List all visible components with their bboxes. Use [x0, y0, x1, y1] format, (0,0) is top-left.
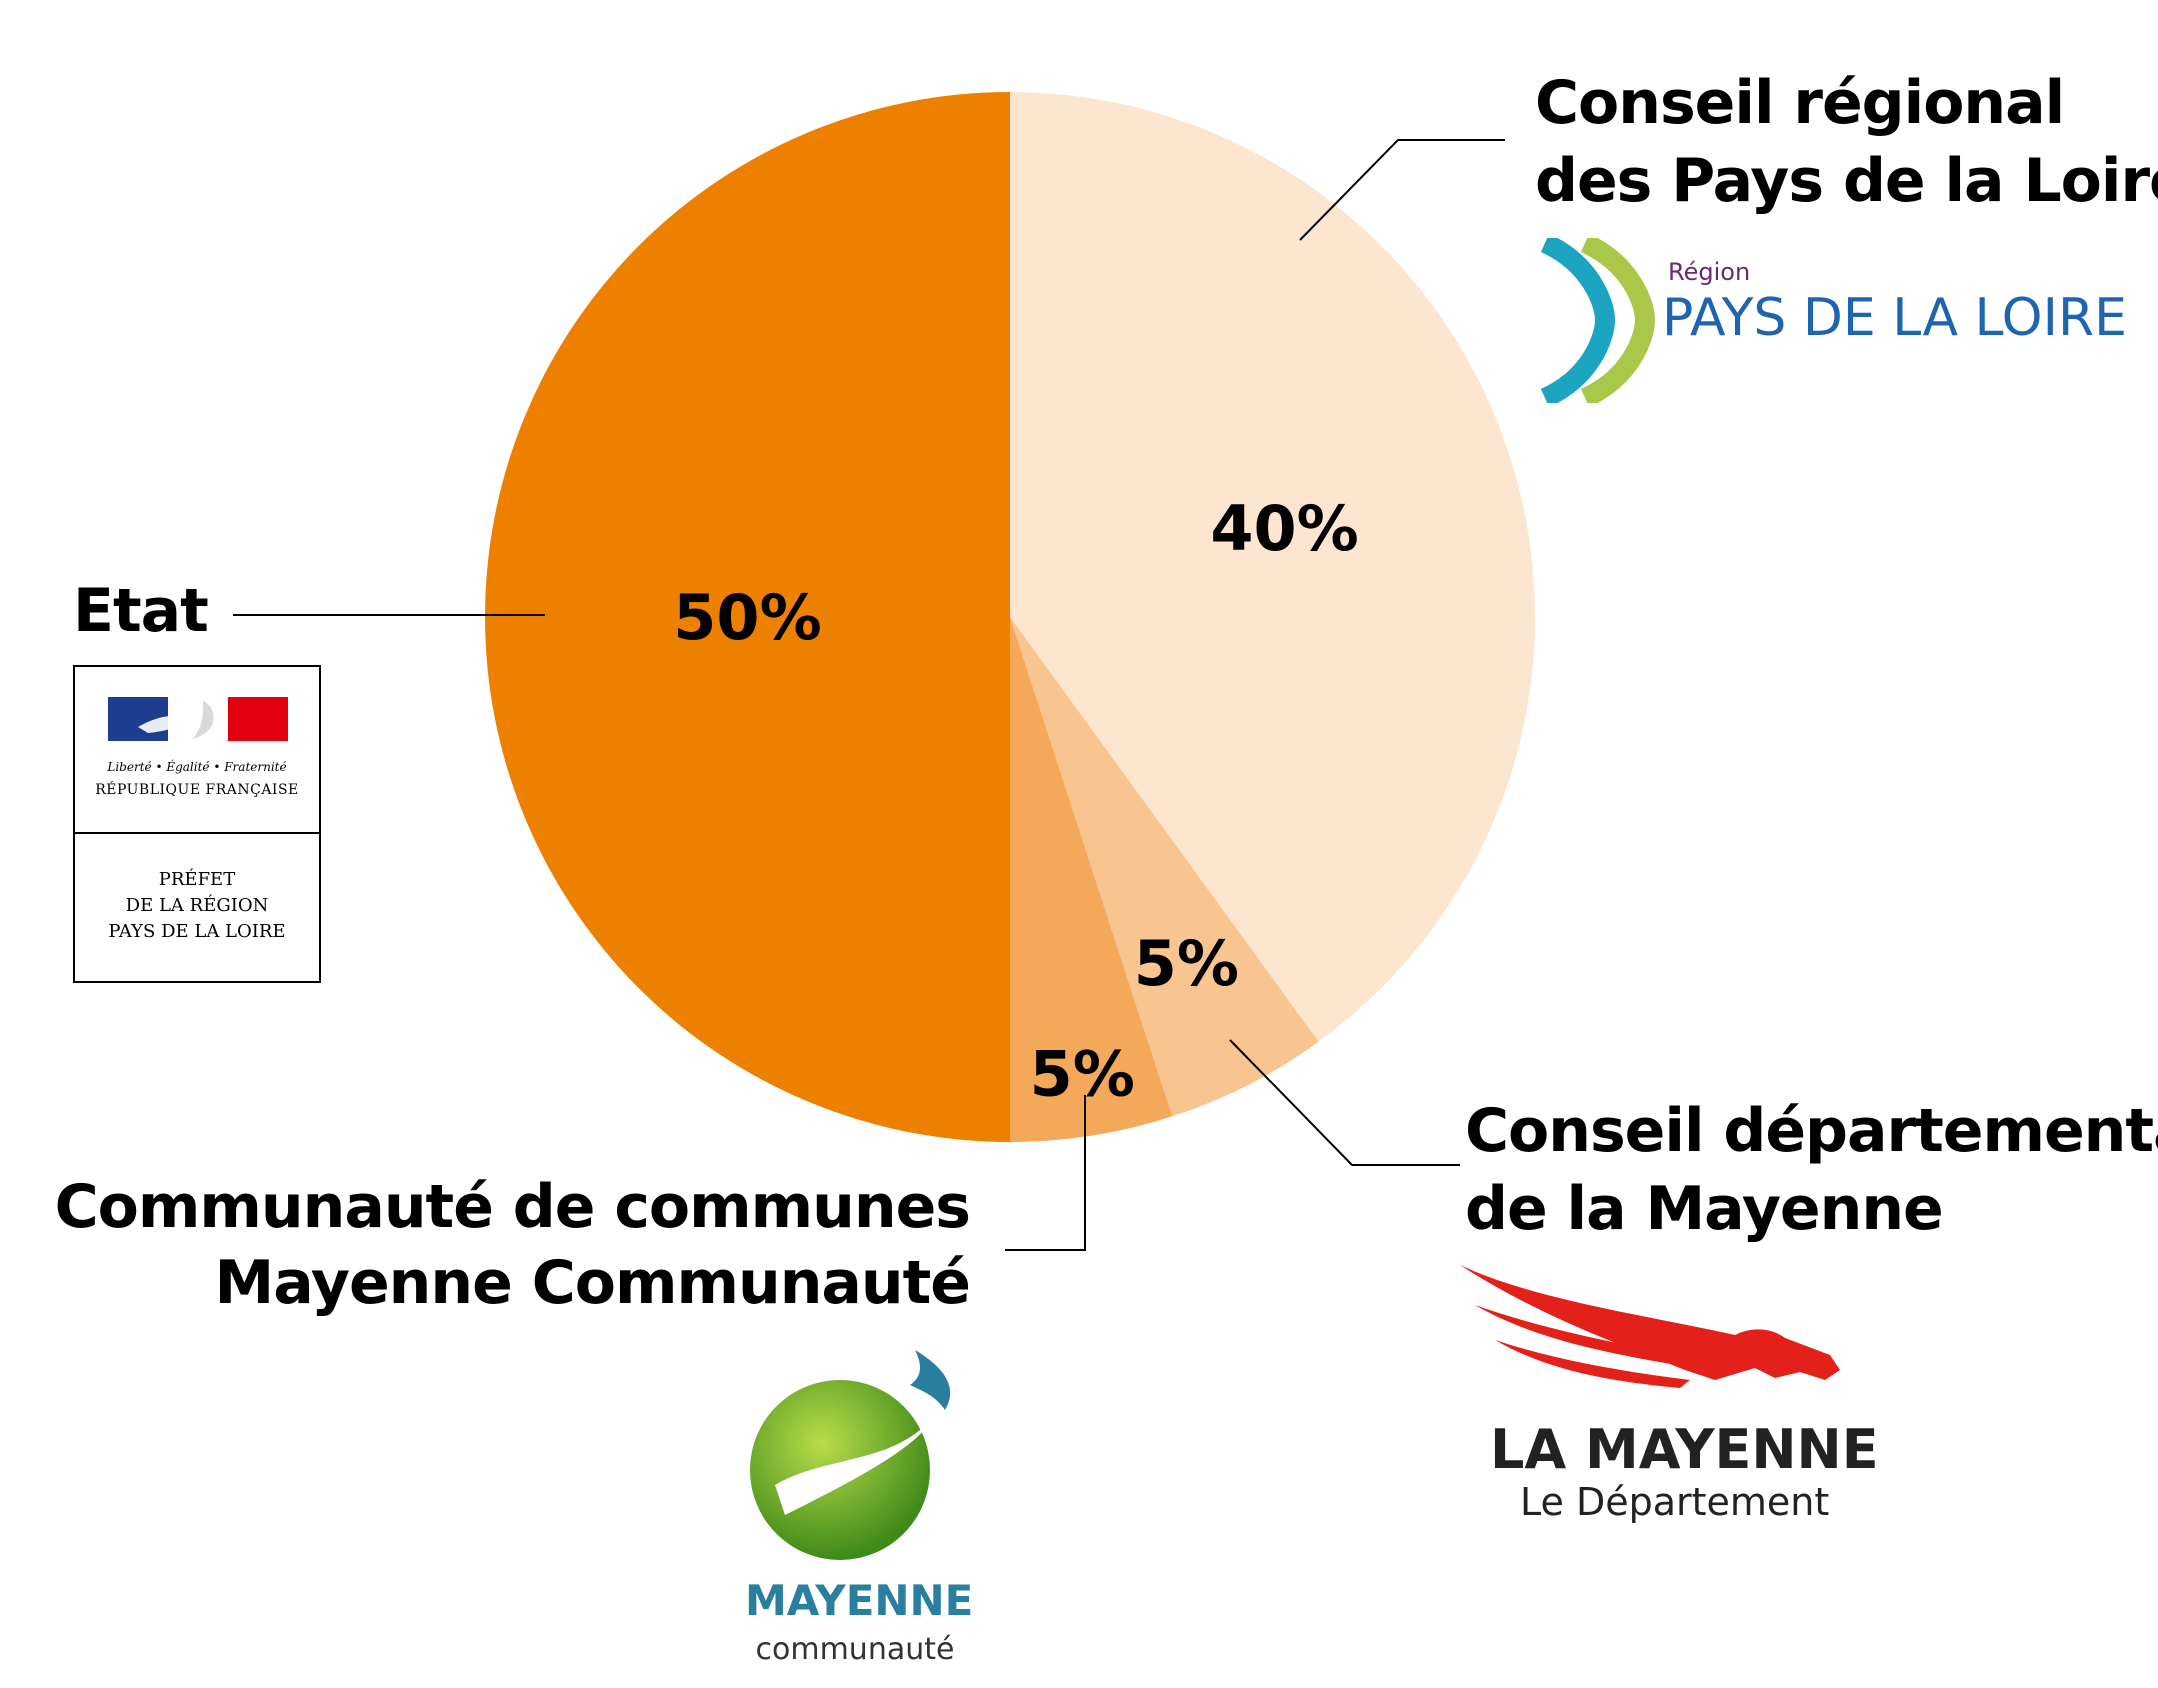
divider — [75, 832, 319, 834]
republique-name: RÉPUBLIQUE FRANÇAISE — [95, 782, 299, 798]
leader-line-departement — [1229, 1039, 1460, 1166]
label-etat: Etat — [73, 576, 209, 646]
pie-slice-4 — [485, 92, 1010, 1142]
prefecture-logo: Liberté • Égalité • Fraternité RÉPUBLIQU… — [73, 665, 321, 983]
pie-slice-label-3: 5% — [1030, 1037, 1135, 1110]
leader-line-region — [1299, 139, 1505, 241]
pie-slices — [485, 92, 1535, 1142]
region-logo-name: PAYS DE LA LOIRE — [1662, 288, 2127, 348]
tricolor-flag-icon — [108, 697, 288, 741]
departement-logo-sub: Le Département — [1520, 1480, 1830, 1524]
label-communaute-line2: Mayenne Communauté — [214, 1248, 971, 1318]
leader-line-communaute — [1005, 1095, 1086, 1251]
prefet-line-1: PRÉFET — [158, 869, 236, 890]
pie-slice-label-4: 50% — [673, 581, 821, 654]
prefet-text: PRÉFET DE LA RÉGION PAYS DE LA LOIRE — [75, 867, 319, 945]
prefet-line-3: PAYS DE LA LOIRE — [108, 921, 286, 942]
region-logo-small: Région — [1668, 258, 1751, 286]
pie-slice-3 — [1010, 617, 1173, 1142]
label-communaute-line1: Communauté de communes — [54, 1172, 971, 1242]
pie-slice-label-2: 5% — [1134, 927, 1239, 1000]
departement-logo-name: LA MAYENNE — [1490, 1418, 1879, 1481]
pie-slice-1 — [1010, 92, 1535, 1042]
label-region-line2: des Pays de la Loire — [1535, 146, 2158, 216]
label-departement-line2: de la Mayenne — [1465, 1174, 1944, 1244]
departement-horse-icon — [1460, 1265, 1840, 1388]
communaute-sphere-icon — [750, 1350, 951, 1560]
prefet-line-2: DE LA RÉGION — [125, 895, 269, 916]
communaute-logo-name: MAYENNE — [745, 1576, 974, 1625]
label-departement-line1: Conseil départemental — [1465, 1096, 2158, 1166]
pie-slice-labels: 40% 5% 5% 50% — [673, 492, 1359, 1111]
pie-slice-2 — [1010, 617, 1319, 1117]
republique-motto: Liberté • Égalité • Fraternité — [107, 760, 287, 774]
region-arcs-icon — [1540, 238, 1656, 403]
communaute-logo-sub: communauté — [755, 1632, 955, 1667]
pie-slice-label-1: 40% — [1210, 492, 1358, 565]
label-region-line1: Conseil régional — [1535, 68, 2065, 138]
